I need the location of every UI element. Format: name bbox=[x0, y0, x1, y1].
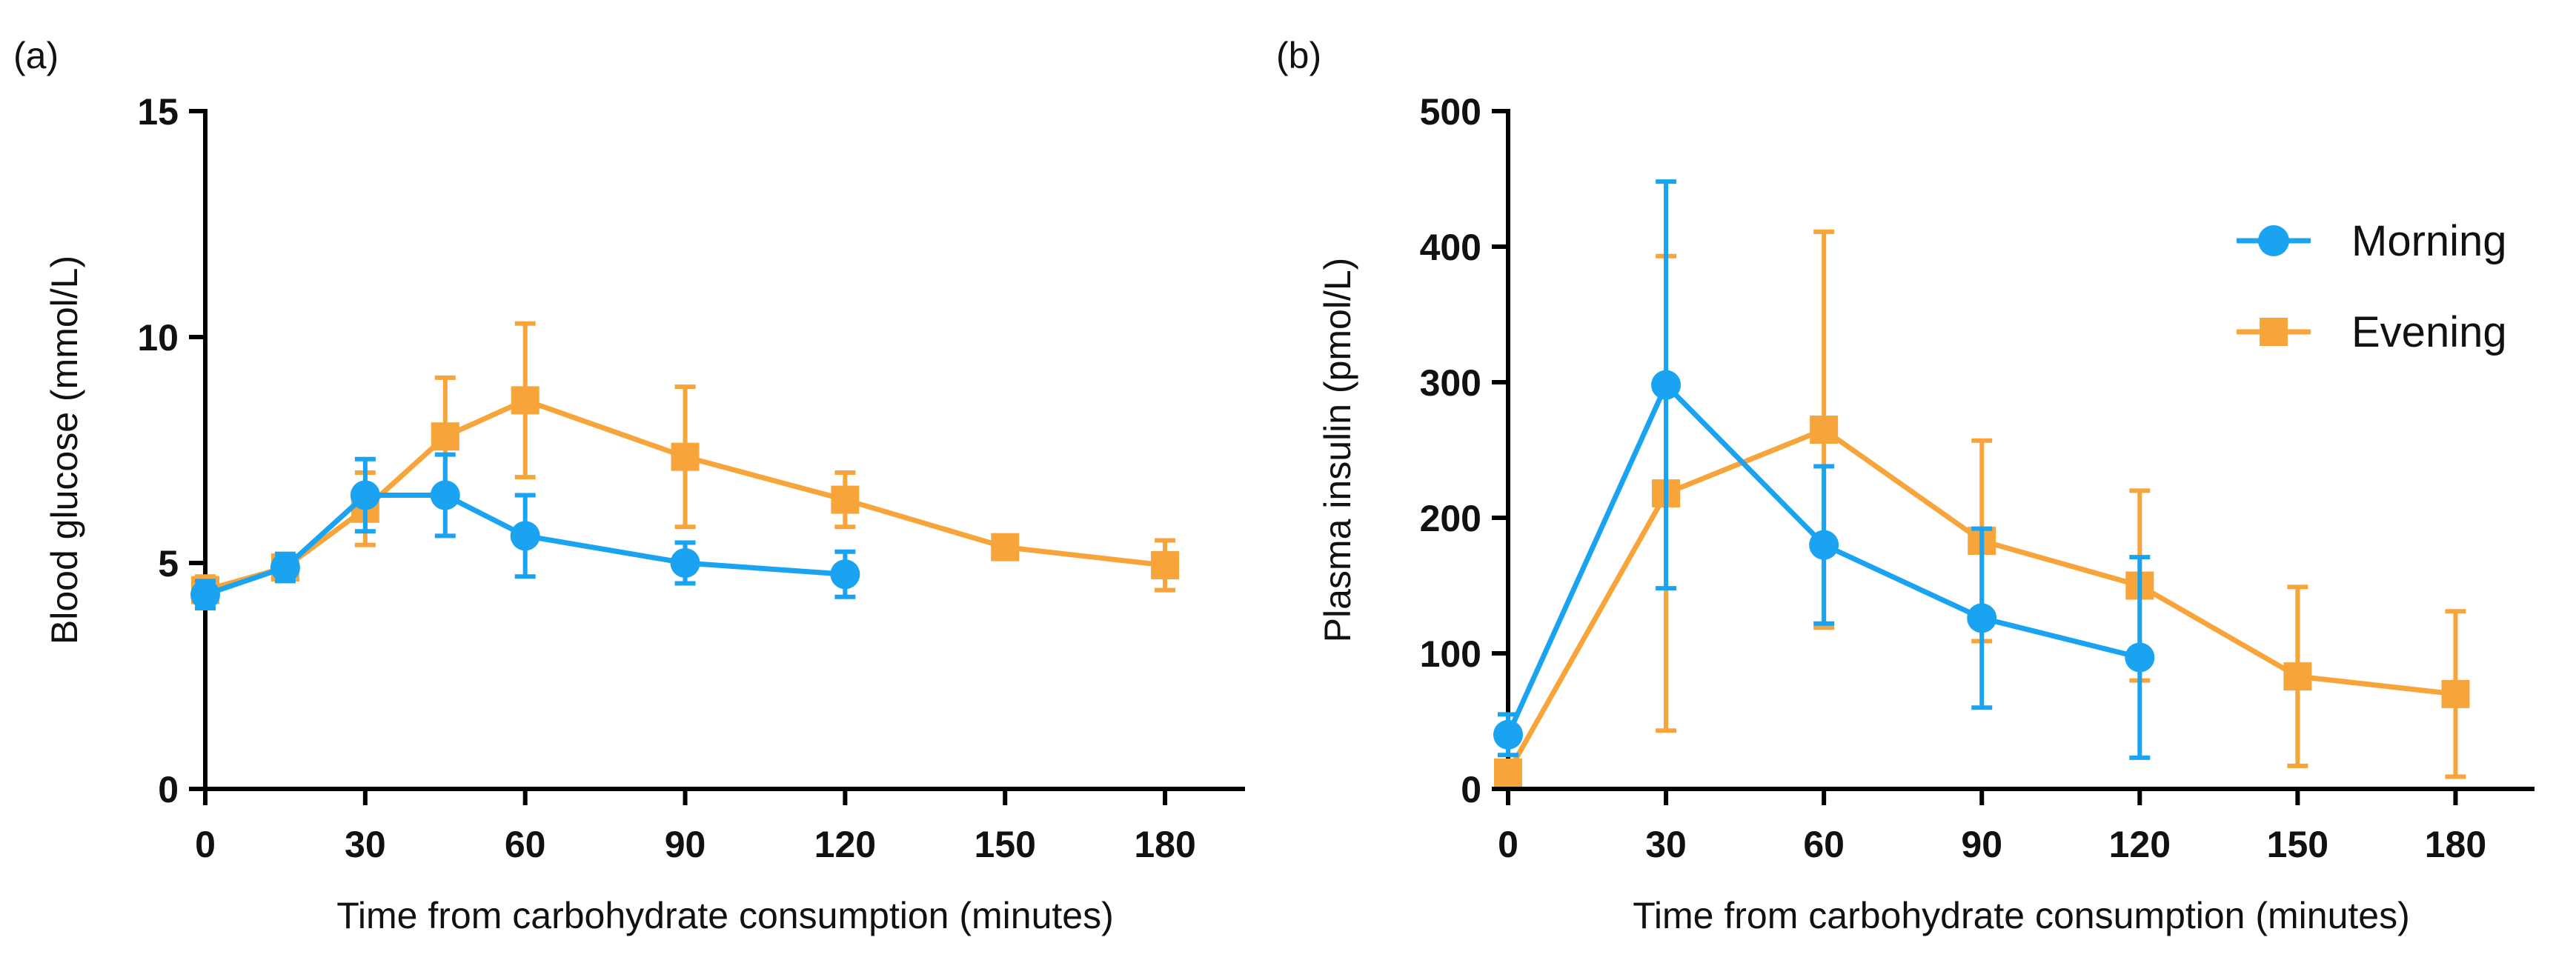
data-point bbox=[1810, 416, 1839, 444]
data-point bbox=[350, 480, 380, 510]
x-tick-label: 30 bbox=[1645, 824, 1687, 865]
y-tick-label: 400 bbox=[1420, 227, 1481, 268]
panel-label: (b) bbox=[1276, 35, 1321, 76]
y-tick-label: 200 bbox=[1420, 498, 1481, 539]
y-axis-title: Blood glucose (mmol/L) bbox=[44, 256, 85, 644]
data-point bbox=[2441, 679, 2470, 708]
data-point bbox=[270, 553, 300, 583]
data-point bbox=[510, 521, 540, 551]
x-tick-label: 120 bbox=[2109, 824, 2171, 865]
data-point bbox=[670, 548, 700, 578]
x-tick-label: 90 bbox=[1961, 824, 2002, 865]
x-tick-label: 0 bbox=[195, 824, 216, 865]
data-point bbox=[190, 579, 220, 610]
data-point bbox=[1967, 603, 1997, 633]
y-axis-title: Plasma insulin (pmol/L) bbox=[1317, 258, 1358, 643]
y-tick-label: 0 bbox=[158, 769, 179, 810]
data-point bbox=[991, 533, 1020, 562]
x-tick-label: 150 bbox=[2267, 824, 2328, 865]
panel-b-plasma-insulin-chart: (b) 0 100 200 300 400 500 0 30 60 90 120 150 180 Time … bbox=[1276, 35, 2534, 936]
series-morning bbox=[190, 452, 860, 610]
data-point bbox=[431, 422, 459, 451]
y-tick-label: 5 bbox=[158, 543, 179, 584]
x-tick-label: 90 bbox=[665, 824, 706, 865]
data-point bbox=[1493, 719, 1523, 750]
legend: Morning Evening bbox=[2237, 217, 2507, 356]
data-point bbox=[1651, 370, 1682, 400]
panel-label: (a) bbox=[13, 35, 59, 76]
data-point bbox=[1494, 759, 1522, 787]
legend-label: Evening bbox=[2351, 308, 2507, 356]
x-tick-label: 0 bbox=[1498, 824, 1518, 865]
y-tick-label: 10 bbox=[137, 317, 179, 359]
data-point bbox=[1151, 551, 1180, 580]
data-point bbox=[1809, 530, 1839, 560]
data-point bbox=[830, 559, 860, 590]
data-point bbox=[671, 442, 700, 471]
data-point bbox=[511, 386, 540, 415]
legend-label: Morning bbox=[2351, 217, 2507, 265]
x-tick-label: 60 bbox=[1803, 824, 1845, 865]
x-tick-label: 180 bbox=[2425, 824, 2486, 865]
x-tick-label: 120 bbox=[814, 824, 876, 865]
x-axis-title: Time from carbohydrate consumption (minu… bbox=[336, 895, 1114, 936]
y-tick-label: 100 bbox=[1420, 633, 1481, 675]
x-axis-title: Time from carbohydrate consumption (minu… bbox=[1633, 895, 2410, 936]
data-point bbox=[2283, 662, 2312, 691]
x-tick-label: 180 bbox=[1134, 824, 1195, 865]
series-morning bbox=[1493, 179, 2155, 760]
legend-marker bbox=[2260, 318, 2288, 346]
data-point bbox=[2125, 642, 2155, 673]
data-point bbox=[430, 480, 460, 510]
x-tick-label: 60 bbox=[505, 824, 546, 865]
x-tick-label: 30 bbox=[345, 824, 386, 865]
y-tick-label: 0 bbox=[1461, 769, 1481, 810]
data-point bbox=[831, 485, 860, 514]
x-tick-label: 150 bbox=[975, 824, 1036, 865]
legend-marker bbox=[2258, 225, 2289, 256]
y-tick-label: 500 bbox=[1420, 91, 1481, 133]
y-tick-label: 15 bbox=[137, 91, 179, 133]
y-tick-label: 300 bbox=[1420, 362, 1481, 404]
